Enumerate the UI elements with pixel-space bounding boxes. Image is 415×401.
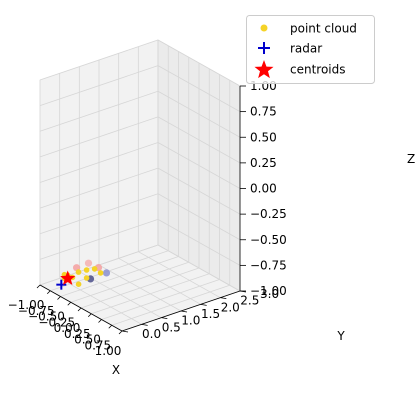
grid-line-z-wall <box>39 116 159 158</box>
z-tick-label: −0.25 <box>250 207 287 221</box>
z-tick-label: 0.50 <box>250 130 277 144</box>
x-axis-label: X <box>112 363 120 377</box>
grid-line-z-wall <box>39 218 159 260</box>
grid-line-y-floor <box>59 277 142 325</box>
x-tick <box>87 313 92 318</box>
y-tick-label: 0.5 <box>162 320 181 334</box>
y-tick <box>180 310 188 313</box>
x-tick-label: −0.50 <box>28 310 65 324</box>
legend: point cloud radar centroids <box>246 15 375 84</box>
centroid-point <box>60 270 76 286</box>
grid-line-y-floor <box>138 251 221 299</box>
x-tick <box>108 324 113 329</box>
x-tick-label: −0.75 <box>18 304 55 318</box>
legend-label-point-cloud: point cloud <box>290 22 357 36</box>
y-tick-label: 2.5 <box>240 294 259 308</box>
y-tick-label: 2.0 <box>221 300 240 314</box>
legend-label-radar: radar <box>290 42 322 56</box>
x-tick <box>77 307 82 312</box>
x-tick-label: 0.75 <box>84 338 111 352</box>
point-cloud-point <box>83 267 90 273</box>
x-tick <box>57 296 61 300</box>
y-tick <box>121 330 129 333</box>
y-tick <box>220 297 227 300</box>
x-tick <box>36 284 41 289</box>
z-tick-label: −1.00 <box>250 284 287 298</box>
point-cloud-point <box>91 266 98 272</box>
z-tick-label: −0.75 <box>250 258 287 272</box>
grid-line-z-back <box>157 167 241 215</box>
grid-line-z-wall <box>39 90 159 132</box>
axes-panes <box>38 39 242 332</box>
grid-line-z-back <box>157 39 241 87</box>
extra-point <box>102 269 111 277</box>
grid-line-z-back <box>157 142 241 189</box>
legend-marker-centroids <box>254 60 274 79</box>
grid-line-z-wall <box>39 39 159 81</box>
z-tick-label: 0.00 <box>250 182 277 196</box>
legend-marker-point-cloud <box>260 24 268 32</box>
x-tick <box>46 290 51 295</box>
y-tick <box>200 303 207 306</box>
point-cloud-point <box>83 275 90 281</box>
y-axis-label: Y <box>336 329 345 343</box>
grid-line-z-back <box>157 65 241 112</box>
grid-line-z-wall <box>39 65 159 107</box>
grid-line-y-floor <box>98 264 182 312</box>
x-tick-label: 1.00 <box>95 344 122 358</box>
point-cloud-point <box>97 270 104 276</box>
legend-marker-radar <box>258 42 270 54</box>
grid-line-z-back <box>157 116 241 164</box>
point-cloud-point <box>75 269 82 275</box>
legend-frame <box>246 15 375 84</box>
x-tick <box>118 330 123 335</box>
x-tick-label: 0.50 <box>74 333 101 347</box>
y-tick-label: 0.0 <box>142 327 161 341</box>
x-tick-label: 0.00 <box>54 321 81 335</box>
grid-line-z-back <box>157 219 241 266</box>
y-tick-label: 1.0 <box>181 314 200 328</box>
x-tick-label: −1.00 <box>8 298 45 312</box>
y-tick-label: 1.5 <box>201 307 220 321</box>
grid-line-z-back <box>157 193 241 241</box>
legend-label-centroids: centroids <box>290 63 346 77</box>
x-tick <box>98 319 102 323</box>
z-tick-label: 0.75 <box>250 105 277 119</box>
grid-line-z-wall <box>39 142 159 183</box>
grid-line-z-back <box>157 90 241 138</box>
tick-labels: −1.00−0.75−0.50−0.250.000.250.500.751.00… <box>8 79 287 358</box>
x-tick-label: 0.25 <box>64 327 91 341</box>
grid-line-z-wall <box>39 193 159 235</box>
point-cloud-point <box>75 281 82 288</box>
z-axis-label: Z <box>407 152 415 166</box>
grid-line-z-wall <box>39 167 159 209</box>
y-tick <box>161 317 168 320</box>
x-tick <box>67 301 72 306</box>
y-tick <box>141 323 148 326</box>
radar-point <box>56 279 67 290</box>
y-tick-label: 3.0 <box>260 287 279 301</box>
x-tick-label: −0.25 <box>38 315 75 329</box>
tick-marks <box>36 85 247 335</box>
grid-line-y-floor <box>118 257 201 305</box>
z-tick-label: 0.25 <box>250 156 277 170</box>
grid-line-z-back <box>157 244 241 292</box>
z-tick-label: −0.50 <box>250 233 287 247</box>
extra-point <box>84 259 93 267</box>
data-marks <box>56 259 111 290</box>
